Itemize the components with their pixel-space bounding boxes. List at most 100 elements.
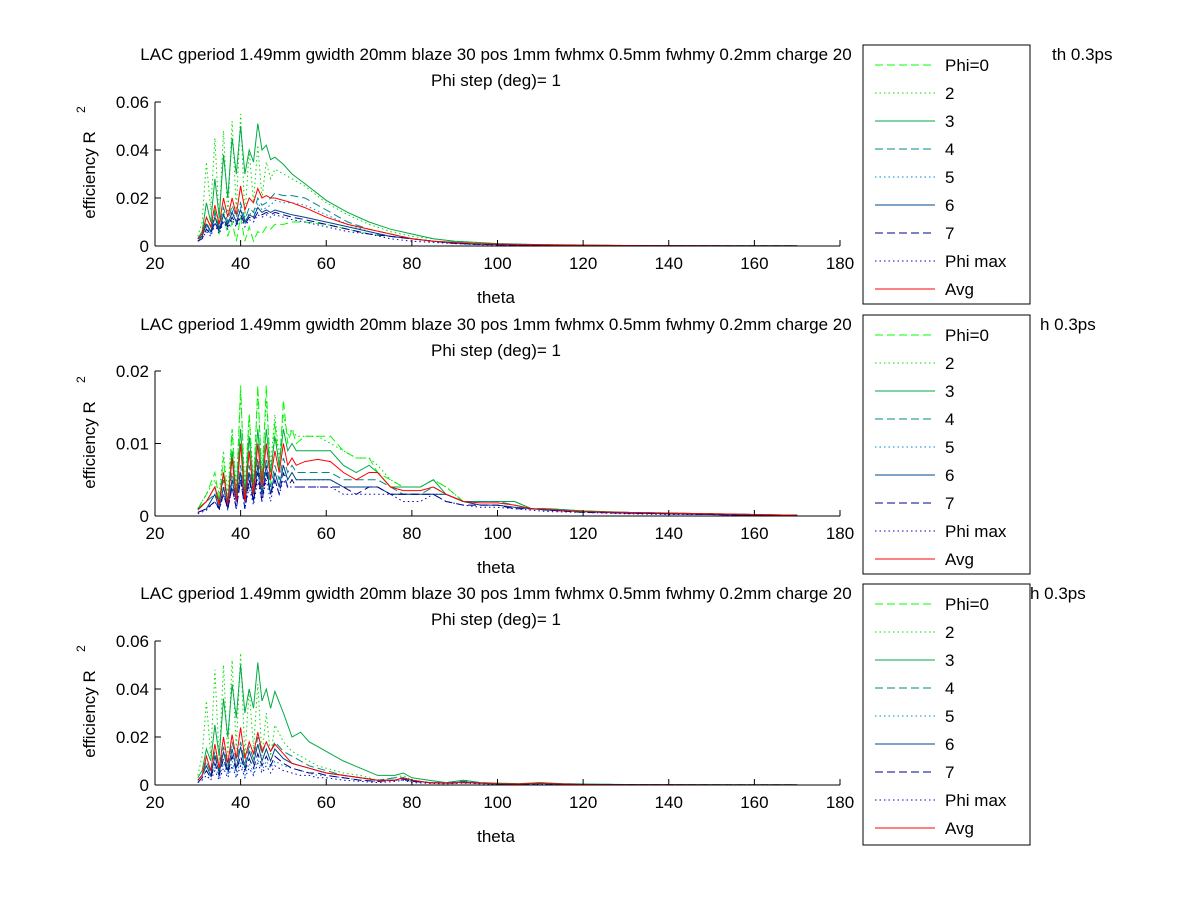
x-tick-label: 100 [483,793,511,812]
x-tick-label: 40 [231,524,250,543]
legend-label: Phi=0 [945,595,989,614]
legend-label: Phi max [945,522,1007,541]
subplot-1-title: LAC gperiod 1.49mm gwidth 20mm blaze 30 … [140,45,851,64]
series-line-4 [197,457,798,516]
x-tick-label: 80 [402,524,421,543]
legend-label: 5 [945,168,954,187]
legend-label: 6 [945,466,954,485]
x-tick-label: 140 [655,793,683,812]
series-line-2 [197,392,798,516]
subplot-1-ylabel: efficiency R [80,131,99,219]
legend-box [862,44,1031,305]
legend-label: 4 [945,679,954,698]
subplot-1: LAC gperiod 1.49mm gwidth 20mm blaze 30 … [74,45,1113,307]
subplot-2-title: LAC gperiod 1.49mm gwidth 20mm blaze 30 … [140,315,851,334]
y-tick-label: 0.04 [116,141,149,160]
legend-label: 3 [945,112,954,131]
legend-label: 5 [945,438,954,457]
y-tick-label: 0.04 [116,680,149,699]
subplot-3-xlabel: theta [477,827,515,846]
subplot-3-title: LAC gperiod 1.49mm gwidth 20mm blaze 30 … [140,584,851,603]
subplot-3-ylabel: efficiency R [80,670,99,758]
subplot-1-subtitle: Phi step (deg)= 1 [431,71,561,90]
x-tick-label: 100 [483,524,511,543]
legend-2: Phi=0 2 3 4 5 6 7 Phi max Avg [862,314,1031,575]
legend-label: 6 [945,735,954,754]
legend-label: 4 [945,410,954,429]
x-tick-label: 160 [740,524,768,543]
y-tick-label: 0.06 [116,93,149,112]
series-line-phi-0 [197,385,798,516]
legend-label: 3 [945,382,954,401]
legend-3: Phi=0 2 3 4 5 6 7 Phi max Avg [862,583,1031,846]
x-tick-label: 160 [740,254,768,273]
series-line-6 [197,465,798,516]
x-tick-label: 60 [317,793,336,812]
subplot-3-plot: 20 40 60 80 100 120 140 160 180 0 0.02 0.04 0.06 [116,632,854,812]
x-tick-label: 140 [655,254,683,273]
subplot-2-ylabel: efficiency R [80,401,99,489]
x-tick-label: 80 [402,254,421,273]
x-tick-label: 20 [146,524,165,543]
x-tick-label: 40 [231,793,250,812]
series-line-avg [197,727,798,786]
legend-label: 2 [945,623,954,642]
legend-label: 2 [945,84,954,103]
legend-label: Phi max [945,791,1007,810]
legend-label: Avg [945,819,974,838]
y-tick-label: 0.02 [116,362,149,381]
subplot-2-ylabel-superscript: 2 [74,376,88,383]
series-line-7 [197,472,798,516]
subplot-1-plot: 20 40 60 80 100 120 140 160 180 0 0.02 0.04 0.06 [116,93,854,273]
legend-box [862,314,1031,575]
legend-label: 2 [945,354,954,373]
x-tick-label: 80 [402,793,421,812]
subplot-1-xlabel: theta [477,288,515,307]
series-line-3 [197,428,798,516]
x-tick-label: 120 [569,793,597,812]
series-line-phi-max [197,762,798,786]
x-tick-label: 180 [826,793,854,812]
subplot-2: LAC gperiod 1.49mm gwidth 20mm blaze 30 … [74,315,1096,577]
legend-label: Avg [945,550,974,569]
x-tick-label: 60 [317,524,336,543]
legend-label: Phi=0 [945,56,989,75]
subplot-3-title-tail: h 0.3ps [1030,584,1086,603]
subplot-2-subtitle: Phi step (deg)= 1 [431,341,561,360]
x-tick-label: 180 [826,254,854,273]
legend-1: Phi=0 2 3 4 5 6 7 Phi max Avg [862,44,1031,305]
subplot-3: LAC gperiod 1.49mm gwidth 20mm blaze 30 … [74,584,1086,846]
legend-label: 3 [945,651,954,670]
x-tick-label: 100 [483,254,511,273]
y-tick-label: 0.02 [116,728,149,747]
legend-label: 7 [945,494,954,513]
legend-label: Phi max [945,252,1007,271]
y-tick-label: 0.06 [116,632,149,651]
legend-label: 5 [945,707,954,726]
y-tick-label: 0 [140,776,149,795]
subplot-2-plot: 20 40 60 80 100 120 140 160 180 0 0.01 0.02 [116,362,854,543]
series-line-5 [197,199,798,247]
legend-label: 4 [945,140,954,159]
x-tick-label: 20 [146,793,165,812]
subplot-2-xlabel: theta [477,558,515,577]
subplot-2-title-tail: h 0.3ps [1040,315,1096,334]
x-tick-label: 20 [146,254,165,273]
x-tick-label: 60 [317,254,336,273]
x-tick-label: 140 [655,524,683,543]
series-line-avg [197,443,798,516]
x-tick-label: 180 [826,524,854,543]
legend-label: 7 [945,763,954,782]
legend-label: Avg [945,280,974,299]
y-tick-label: 0 [140,507,149,526]
legend-label: 6 [945,196,954,215]
y-tick-label: 0.02 [116,189,149,208]
series-line-4 [197,192,798,247]
subplot-3-ylabel-superscript: 2 [74,645,88,652]
x-tick-label: 120 [569,524,597,543]
legend-box [862,583,1031,846]
y-tick-label: 0.01 [116,435,149,454]
subplot-3-subtitle: Phi step (deg)= 1 [431,610,561,629]
x-tick-label: 120 [569,254,597,273]
